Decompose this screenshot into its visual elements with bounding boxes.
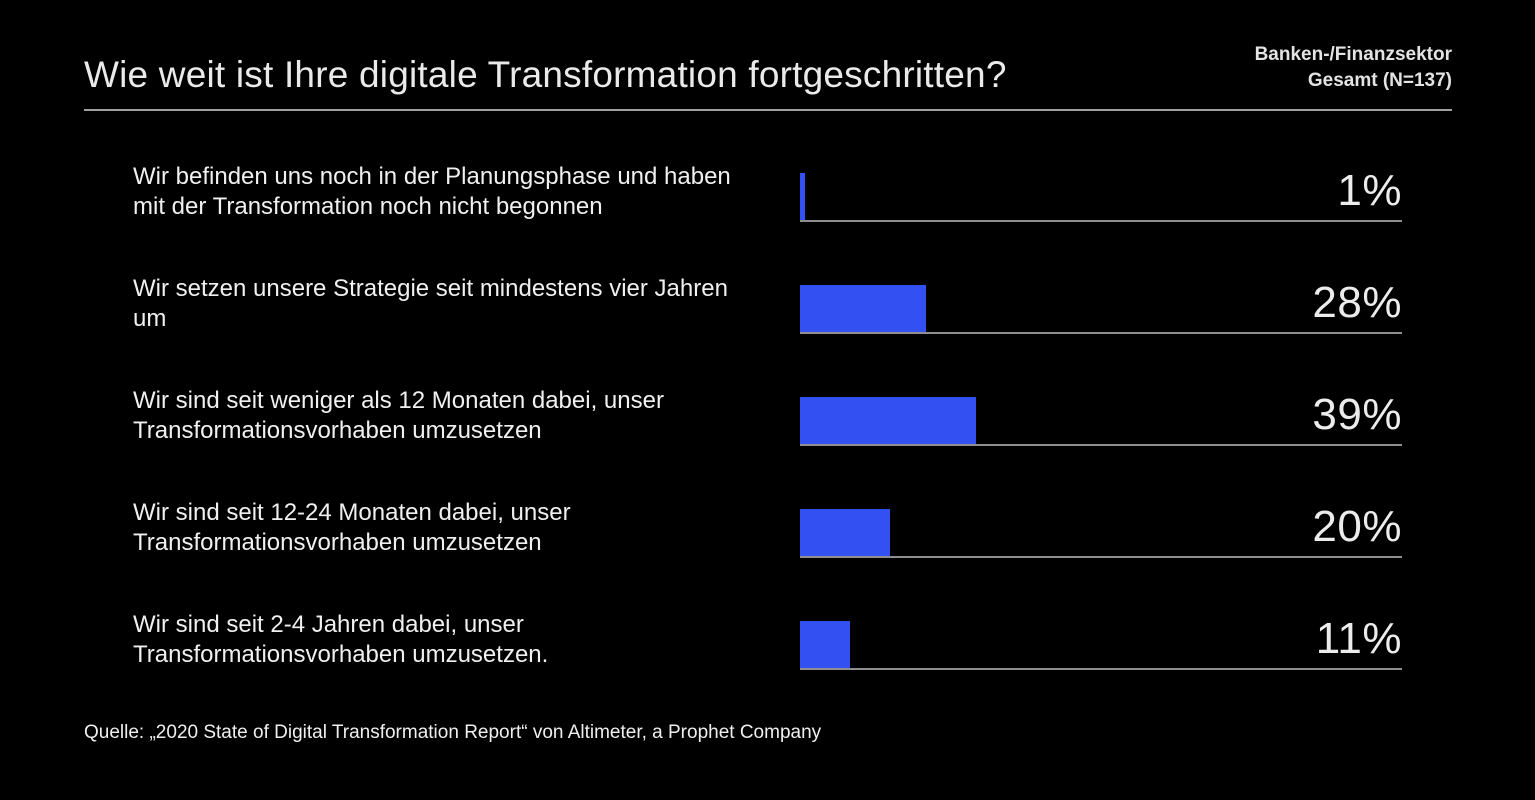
row-label: Wir sind seit 12-24 Monaten dabei, unser… [133,499,571,556]
page-title: Wie weit ist Ihre digitale Transformatio… [84,53,1007,95]
bar [800,397,976,444]
value-label: 11% [1315,614,1402,663]
value-label: 28% [1312,278,1402,327]
row-label: Wir sind seit 2-4 Jahren dabei, unser Tr… [133,611,549,668]
chart-row: Wir sind seit weniger als 12 Monaten dab… [84,386,1452,446]
value-label: 20% [1312,502,1402,551]
chart-row: Wir sind seit 12-24 Monaten dabei, unser… [84,498,1452,558]
chart-row: Wir setzen unsere Strategie seit mindest… [84,274,1452,334]
bar [800,173,805,220]
bar [800,285,926,332]
bar-track: 20% [800,500,1402,558]
value-label: 39% [1312,390,1402,439]
report-meta-sample: Gesamt (N=137) [1307,70,1452,91]
row-label: Wir sind seit weniger als 12 Monaten dab… [133,387,664,444]
header: Wie weit ist Ihre digitale Transformatio… [84,0,1452,97]
title-divider [84,109,1452,111]
row-label: Wir setzen unsere Strategie seit mindest… [133,275,728,332]
bar-track: 11% [800,612,1402,670]
bar [800,621,850,668]
value-label: 1% [1337,166,1402,215]
bar-track: 28% [800,276,1402,334]
report-meta-sector: Banken-/Finanzsektor [1254,44,1452,65]
chart-row: Wir sind seit 2-4 Jahren dabei, unser Tr… [84,610,1452,670]
chart-row: Wir befinden uns noch in der Planungspha… [84,162,1452,222]
row-label: Wir befinden uns noch in der Planungspha… [133,163,731,220]
source-note: Quelle: „2020 State of Digital Transform… [84,722,822,743]
report-meta: Banken-/Finanzsektor Gesamt (N=137) [1255,42,1452,97]
bar-track: 1% [800,164,1402,222]
bar [800,509,890,556]
bar-chart: Wir befinden uns noch in der Planungspha… [84,162,1452,670]
bar-track: 39% [800,388,1402,446]
